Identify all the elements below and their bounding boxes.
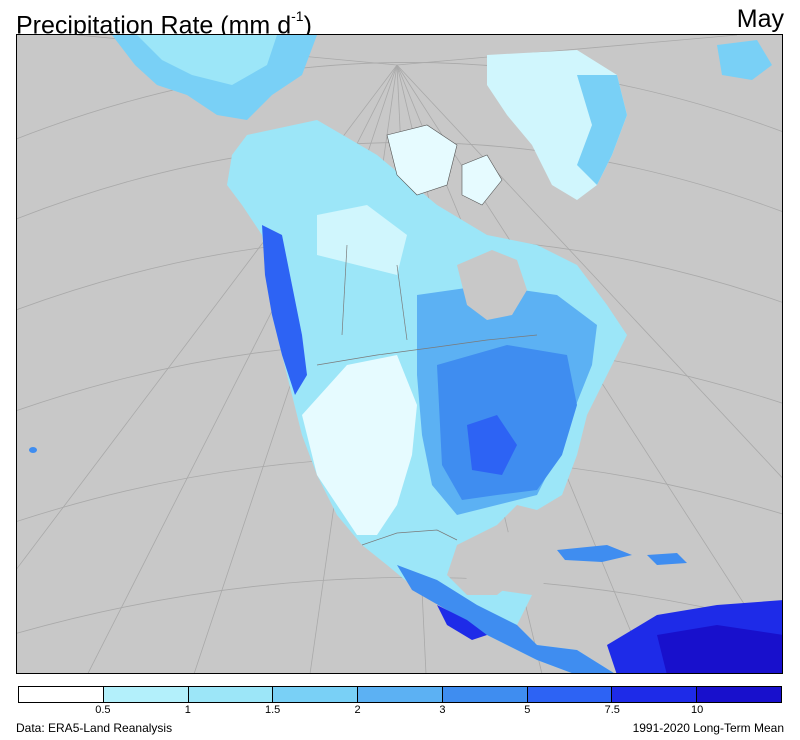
region-canada-north-dry xyxy=(317,205,407,275)
gulf-of-mexico xyxy=(457,530,562,595)
colorbar-swatch xyxy=(358,687,443,702)
region-baffin-island xyxy=(461,154,503,206)
region-central-america xyxy=(397,565,614,673)
region-chiapas-wet xyxy=(437,605,487,640)
colorbar xyxy=(18,686,782,703)
colorbar-tick-label: 1 xyxy=(184,704,191,716)
colorbar-swatch xyxy=(442,687,528,702)
colorbar-tick-label: 2 xyxy=(354,704,361,716)
region-midwest-wet xyxy=(467,415,517,475)
colorbar-tick-label: 0.5 xyxy=(95,704,111,716)
colorbar-swatch xyxy=(19,687,104,702)
colorbar-swatch xyxy=(188,687,274,702)
colorbar-tick-label: 7.5 xyxy=(604,704,620,716)
period-label: 1991-2020 Long-Term Mean xyxy=(632,721,784,735)
political-borders xyxy=(316,244,538,546)
title-superscript: -1 xyxy=(291,8,304,24)
region-iceland xyxy=(717,40,772,80)
data-source: Data: ERA5-Land Reanalysis xyxy=(16,721,173,735)
region-greenland-east xyxy=(577,75,627,185)
region-alaska-interior xyxy=(137,35,277,85)
region-pacific-coast-wet xyxy=(262,225,307,395)
colorbar-swatch xyxy=(612,687,698,702)
title-close: ) xyxy=(303,11,312,40)
region-cuba xyxy=(557,545,632,562)
region-hispaniola xyxy=(647,553,687,565)
colorbar-swatch xyxy=(273,687,359,702)
region-southwest-dry xyxy=(302,355,417,535)
map-panel xyxy=(16,34,783,674)
colorbar-tick-label: 3 xyxy=(439,704,446,716)
colorbar-swatch xyxy=(697,687,782,702)
colorbar-tick-label: 1.5 xyxy=(265,704,281,716)
precipitation-map xyxy=(17,35,782,673)
region-hawaii xyxy=(29,447,37,453)
hudson-bay xyxy=(457,250,527,320)
region-colombia-wet xyxy=(657,625,782,673)
region-arctic-islands xyxy=(386,124,458,196)
colorbar-swatch xyxy=(527,687,613,702)
colorbar-tick-label: 5 xyxy=(524,704,531,716)
colorbar-tick-label: 10 xyxy=(690,704,704,716)
colorbar-swatch xyxy=(103,687,189,702)
month-label: May xyxy=(736,5,784,33)
